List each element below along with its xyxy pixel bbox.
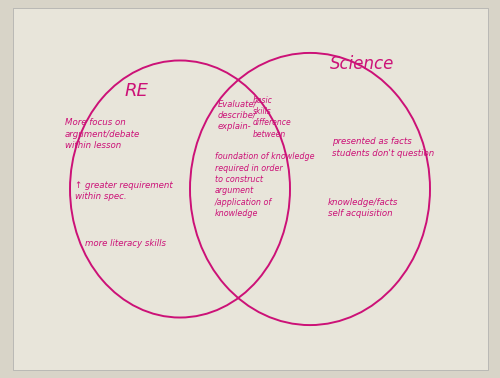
Text: Evaluate/
describe/
explain-: Evaluate/ describe/ explain- bbox=[218, 99, 257, 131]
Text: ↑ greater requirement
within spec.: ↑ greater requirement within spec. bbox=[75, 181, 173, 201]
Text: RE: RE bbox=[125, 82, 149, 100]
Text: Science: Science bbox=[330, 55, 394, 73]
Text: foundation of knowledge
required in order
to construct
argument
/application of
: foundation of knowledge required in orde… bbox=[215, 152, 314, 218]
Text: more literacy skills: more literacy skills bbox=[85, 239, 166, 248]
FancyBboxPatch shape bbox=[12, 8, 488, 370]
Text: knowledge/facts
self acquisition: knowledge/facts self acquisition bbox=[328, 198, 398, 218]
Text: presented as facts
students don't question: presented as facts students don't questi… bbox=[332, 137, 435, 158]
Text: More focus on
argument/debate
within lesson: More focus on argument/debate within les… bbox=[65, 118, 140, 150]
Text: basic
skills
difference
between: basic skills difference between bbox=[252, 96, 291, 139]
